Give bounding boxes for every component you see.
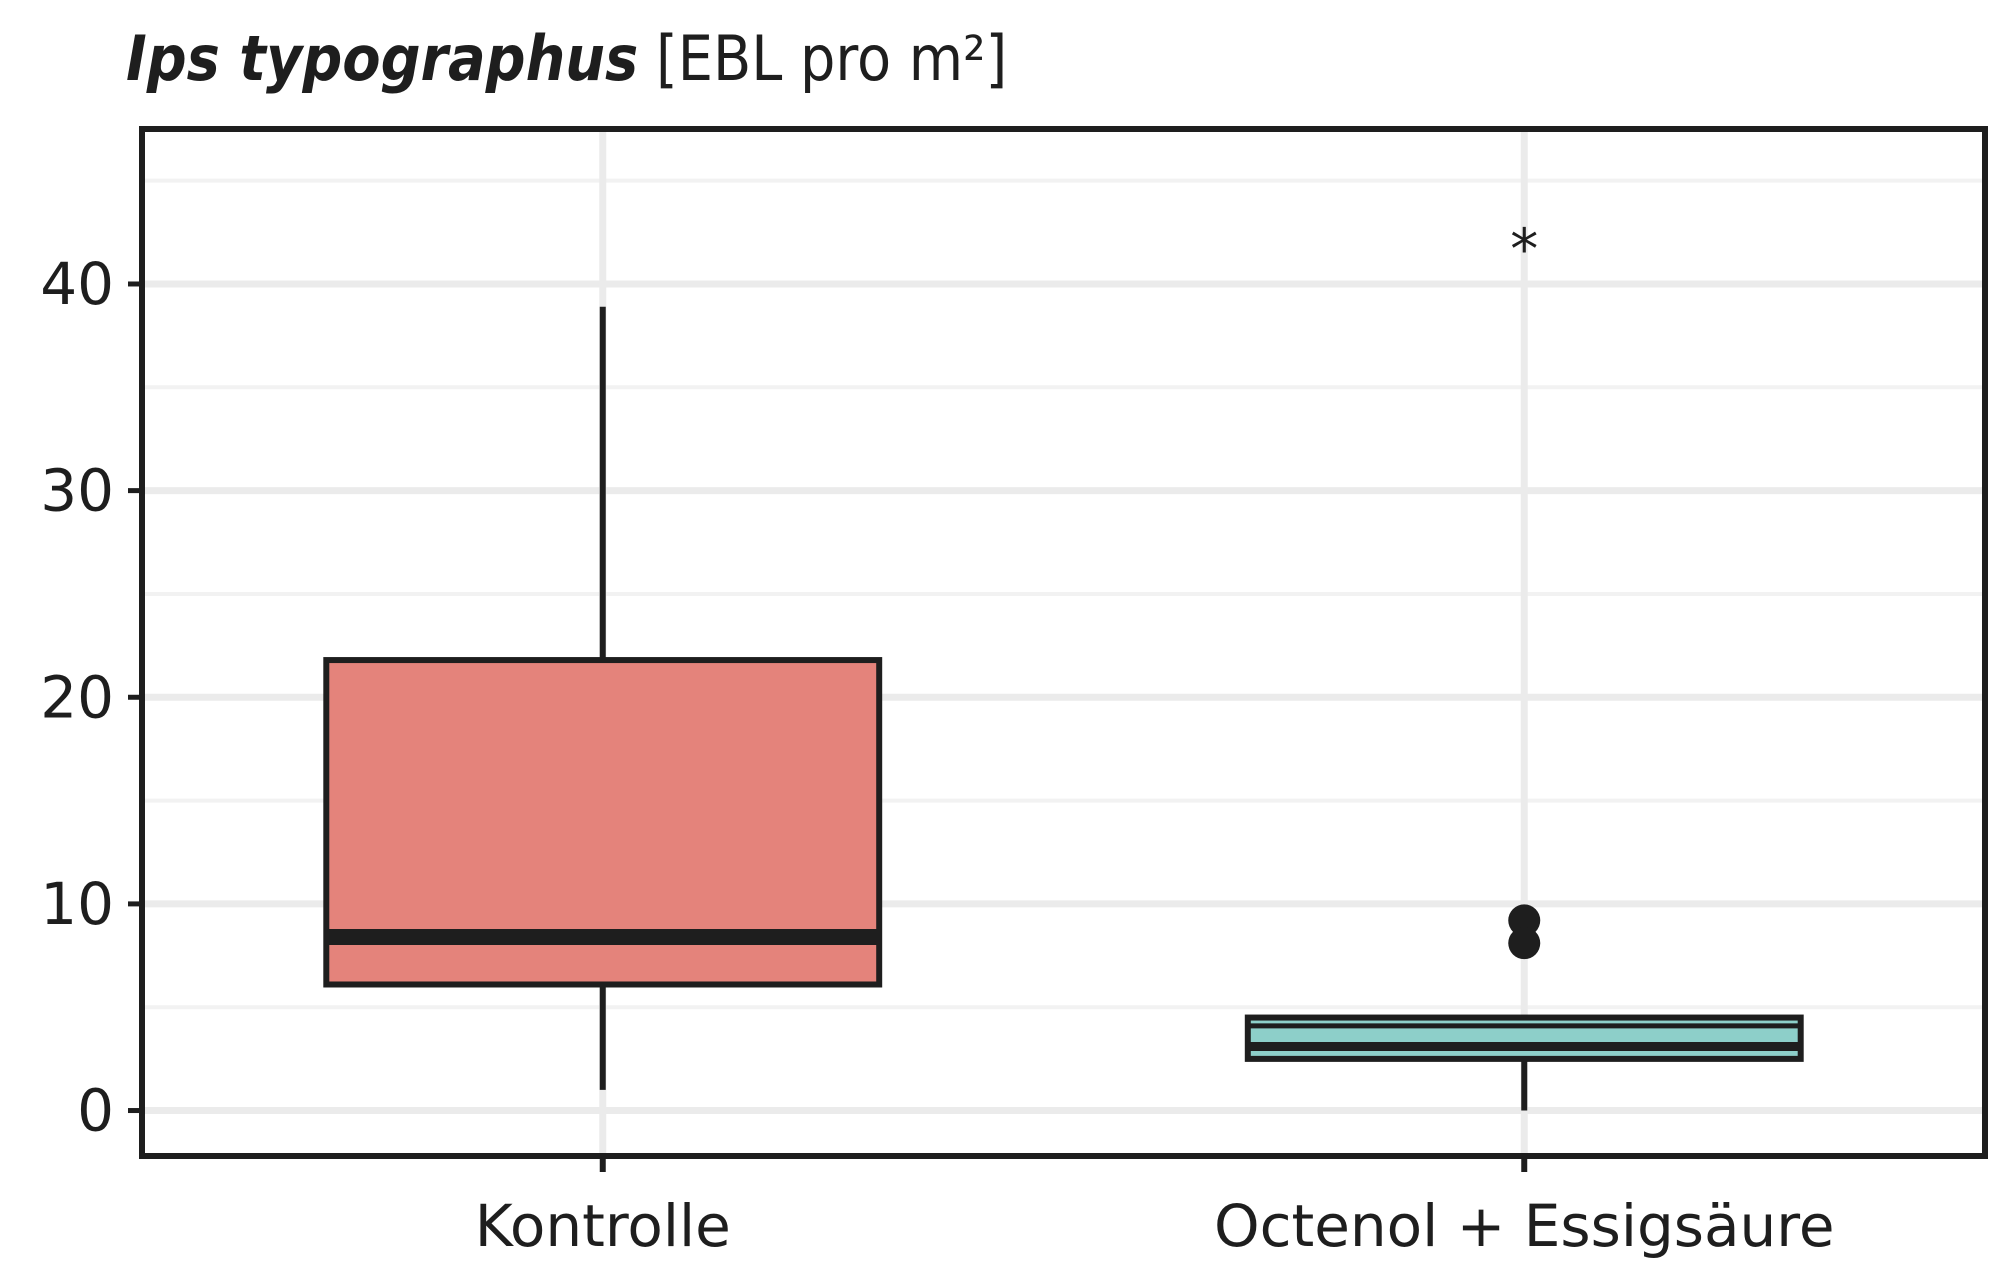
axes: 0 10 20 30 40 Kontrolle Octenol + Essigsäure: [40, 250, 1834, 1260]
y-tick-label: 20: [40, 663, 114, 731]
boxes: *: [323, 218, 1804, 1111]
chart-title-unit: [EBL pro m²]: [655, 22, 1008, 95]
x-category-label: Kontrolle: [475, 1192, 731, 1260]
chart-title-species: Ips typographus: [126, 22, 639, 95]
box-0: [323, 306, 883, 1090]
y-tick-label: 30: [40, 457, 114, 525]
chart-title: Ips typographus [EBL pro m²]: [126, 22, 1007, 95]
box-1: *: [1244, 218, 1804, 1111]
outlier-point: [1508, 927, 1541, 960]
plot-frame: [139, 126, 1988, 1159]
y-tick-label: 10: [40, 870, 114, 938]
grid-lines: [142, 129, 1985, 1156]
y-tick-label: 40: [40, 250, 114, 318]
x-category-label: Octenol + Essigsäure: [1214, 1192, 1835, 1260]
significance-annotation: *: [1510, 218, 1538, 283]
outlier-point: [1508, 904, 1541, 937]
y-tick-label: 0: [77, 1077, 114, 1145]
